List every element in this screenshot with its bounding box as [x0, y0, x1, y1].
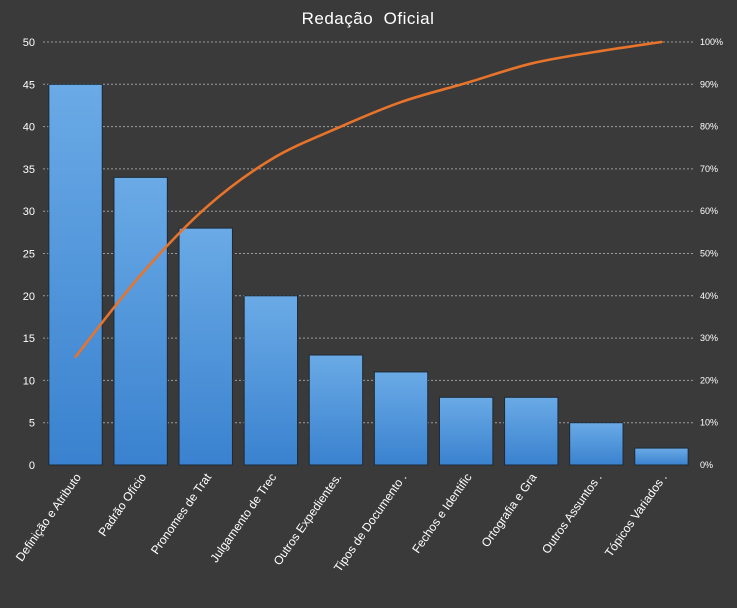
- category-label: Julgamento de Trec: [207, 471, 279, 565]
- category-label: Tipos de Documento .: [331, 471, 410, 575]
- y-tick-label: 45: [23, 79, 35, 91]
- y2-tick-label: 10%: [700, 418, 718, 428]
- y2-tick-label: 30%: [700, 333, 718, 343]
- y2-tick-label: 20%: [700, 375, 718, 385]
- y2-tick-label: 70%: [700, 164, 718, 174]
- bar: [113, 176, 168, 466]
- y-tick-label: 10: [23, 375, 35, 387]
- pareto-line: [74, 40, 663, 359]
- y-tick-label: 50: [23, 37, 35, 49]
- chart-title: Redação Oficial: [302, 9, 435, 28]
- category-label: Pronomes de Trat: [148, 470, 215, 557]
- bars: [48, 83, 689, 466]
- y-tick-label: 5: [29, 418, 35, 430]
- y-tick-label: 40: [23, 122, 35, 134]
- y2-tick-label: 40%: [700, 291, 718, 301]
- category-label: Outros Assuntos .: [539, 471, 605, 557]
- y-tick-label: 20: [23, 291, 35, 303]
- bar: [373, 371, 429, 466]
- category-label: Fechos e Identific: [409, 471, 474, 556]
- bar: [243, 295, 299, 466]
- bar: [438, 396, 494, 466]
- y-tick-label: 35: [23, 164, 35, 176]
- category-label: Definição e Atributo: [13, 470, 84, 564]
- bar: [504, 396, 559, 466]
- y2-tick-label: 60%: [700, 206, 718, 216]
- left-axis: 0 5 10 15 20 25 30 35 40 45 50: [23, 37, 35, 472]
- y-tick-label: 15: [23, 333, 35, 345]
- category-label: Ortografia e Gra: [479, 470, 540, 549]
- right-axis: 0% 10% 20% 30% 40% 50% 60% 70% 80% 90% 100%: [700, 37, 723, 470]
- category-label: Outros Expedientes.: [271, 471, 345, 568]
- y2-tick-label: 0%: [700, 460, 713, 470]
- category-label: Padrão Ofício: [96, 470, 150, 538]
- y2-tick-label: 50%: [700, 249, 718, 259]
- bar: [48, 83, 103, 466]
- cumulative-line: [74, 40, 663, 359]
- bar: [178, 227, 233, 466]
- y-tick-label: 25: [23, 249, 35, 261]
- y-tick-label: 30: [23, 206, 35, 218]
- bar: [634, 447, 689, 466]
- y2-tick-label: 100%: [700, 37, 723, 47]
- bar: [308, 354, 364, 466]
- y-tick-label: 0: [29, 460, 35, 472]
- y2-tick-label: 90%: [700, 79, 718, 89]
- category-label: Tópicos Variados .: [602, 471, 670, 560]
- bar: [569, 422, 624, 466]
- category-axis: Definição e Atributo Padrão OfícioPronome…: [13, 470, 670, 574]
- y2-tick-label: 80%: [700, 122, 718, 132]
